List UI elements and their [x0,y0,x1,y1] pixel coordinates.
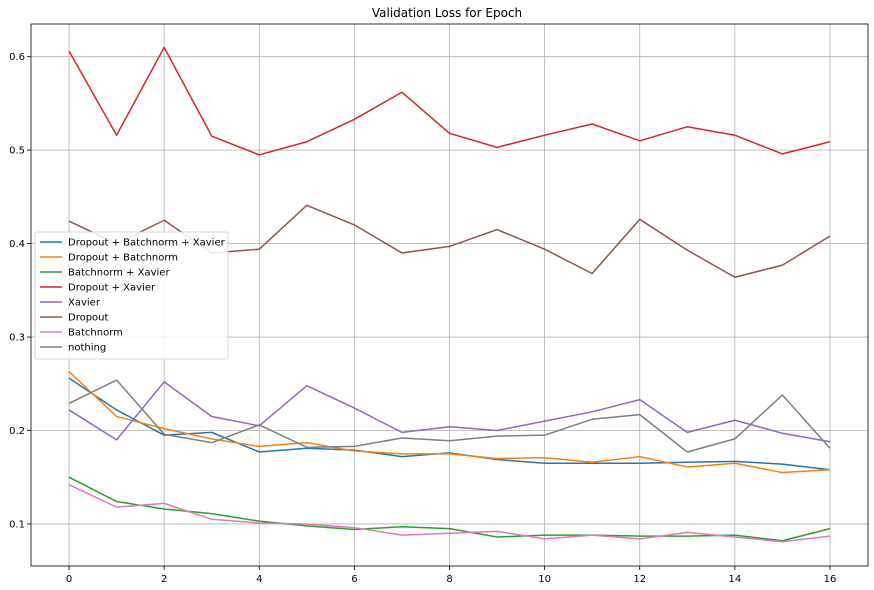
y-tick-label: 0.1 [9,519,25,530]
series-line-dropout-xavier [68,46,831,156]
legend-label: Dropout [68,313,109,324]
x-tick-label: 16 [824,574,837,585]
series-line-batchnorm-xavier [68,476,831,542]
legend-label: Dropout + Batchnorm [68,253,178,264]
x-tick-label: 10 [538,574,551,585]
series-line-nothing [68,379,831,453]
x-tick-label: 12 [633,574,646,585]
series-line-batchnorm [68,484,831,543]
x-tick-label: 8 [446,574,452,585]
legend-label: Dropout + Xavier [68,283,156,294]
y-axis: 0.1 0.2 0.3 0.4 0.5 0.6 [9,52,31,530]
legend-label: Batchnorm [68,328,123,339]
y-tick-label: 0.3 [9,333,25,344]
y-tick-label: 0.2 [9,426,25,437]
x-axis: 0 2 4 6 8 10 12 14 16 [66,566,836,585]
x-tick-label: 0 [66,574,72,585]
y-tick-label: 0.6 [9,52,25,63]
x-tick-label: 14 [728,574,741,585]
legend-label: Batchnorm + Xavier [68,268,170,279]
x-tick-label: 6 [351,574,357,585]
legend: Dropout + Batchnorm + Xavier Dropout + Ba… [34,231,229,360]
legend-box [34,231,229,360]
x-tick-label: 4 [256,574,262,585]
y-tick-label: 0.5 [9,146,25,157]
legend-label: nothing [68,343,106,354]
series-line-dropout-batchnorm-xavier [68,377,831,471]
legend-label: Xavier [68,298,101,309]
x-tick-label: 2 [161,574,167,585]
series-line-xavier [68,381,831,443]
y-tick-label: 0.4 [9,239,25,250]
legend-label: Dropout + Batchnorm + Xavier [68,238,226,249]
series-line-dropout-batchnorm [68,371,830,474]
chart-title: Validation Loss for Epoch [372,6,522,20]
